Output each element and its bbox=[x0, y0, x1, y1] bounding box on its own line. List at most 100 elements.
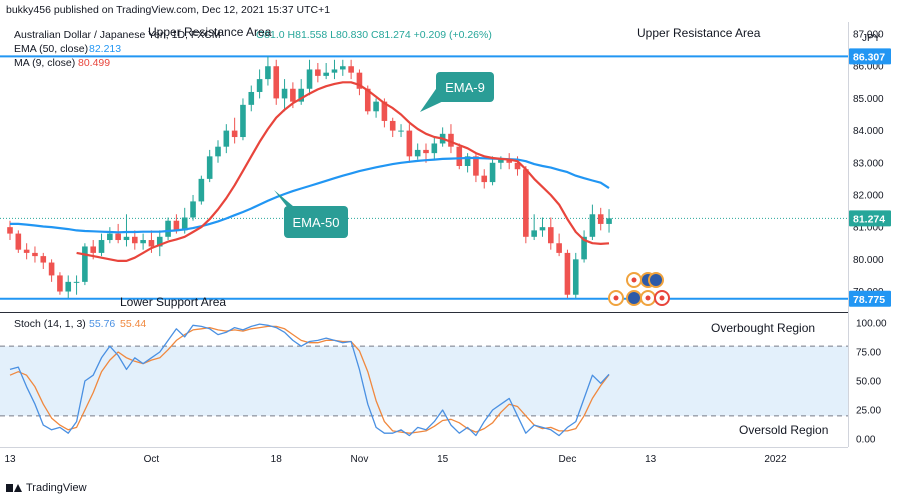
stoch-d-value: 55.44 bbox=[120, 318, 146, 330]
candle-body bbox=[572, 259, 579, 295]
candle-body bbox=[431, 143, 438, 154]
candle-body bbox=[98, 240, 105, 253]
candle-body bbox=[348, 66, 354, 73]
candle-body bbox=[398, 130, 404, 132]
candle-body bbox=[481, 175, 488, 183]
upper-resistance-label-left: Upper Resistance Area bbox=[148, 25, 272, 39]
price-tick-label: 84.000 bbox=[853, 126, 884, 137]
event-marker[interactable] bbox=[626, 290, 642, 306]
candle-body bbox=[57, 275, 63, 292]
price-tick-label: 85.000 bbox=[853, 94, 884, 105]
candle-body bbox=[107, 233, 113, 241]
candle-body bbox=[215, 146, 221, 157]
stoch-legend-label: Stoch (14, 1, 3) bbox=[14, 318, 86, 330]
candle-body bbox=[290, 88, 296, 102]
time-tick-label: 13 bbox=[4, 454, 16, 465]
candle-body bbox=[340, 66, 346, 70]
candle-body bbox=[564, 252, 571, 295]
time-tick-label: 13 bbox=[645, 454, 657, 465]
ema50-callout-box bbox=[284, 206, 348, 238]
symbol-title: Australian Dollar / Japanese Yen, 1D, FX… bbox=[14, 29, 221, 41]
candle-body bbox=[523, 169, 529, 237]
ema9-callout: EMA-9 bbox=[420, 72, 494, 112]
candle-body bbox=[514, 162, 521, 170]
candle-body bbox=[165, 220, 171, 237]
price-tick-label: 82.000 bbox=[853, 190, 884, 201]
event-marker[interactable] bbox=[631, 277, 637, 283]
level-badge-upper-bg bbox=[849, 48, 891, 65]
stoch-k-value: 55.76 bbox=[89, 318, 115, 330]
event-markers-bottom[interactable] bbox=[608, 290, 670, 306]
candle-body bbox=[581, 236, 587, 260]
footer-brand-text: TradingView bbox=[26, 482, 87, 494]
candle-body bbox=[414, 149, 421, 157]
candle-body bbox=[281, 88, 288, 99]
candle-body bbox=[589, 214, 596, 237]
upper-resistance-label-right: Upper Resistance Area bbox=[637, 26, 761, 40]
candle-body bbox=[73, 281, 80, 283]
candle-body bbox=[231, 130, 238, 138]
time-tick-label: Nov bbox=[351, 454, 369, 465]
candle-body bbox=[423, 149, 429, 154]
candle-body bbox=[248, 91, 255, 105]
ma9-line bbox=[76, 81, 610, 262]
candle-body bbox=[364, 88, 371, 112]
level-badge-upper-text: 86.307 bbox=[853, 51, 885, 63]
candle-body bbox=[356, 72, 363, 89]
candle-body bbox=[373, 101, 379, 112]
footer-brand[interactable]: TradingView bbox=[6, 478, 87, 498]
ohlc-readout: O81.0 H81.558 L80.830 C81.274 +0.209 (+0… bbox=[256, 29, 492, 41]
oversold-label: Oversold Region bbox=[739, 423, 828, 437]
candle-body bbox=[90, 246, 96, 253]
stoch-tick-label: 0.00 bbox=[856, 435, 876, 446]
candle-body bbox=[331, 69, 338, 73]
time-axis: 13 Oct 18 Nov 15 Dec 13 2022 bbox=[4, 454, 787, 465]
stoch-axis: 0.00 25.00 50.00 75.00 100.00 bbox=[856, 318, 887, 445]
candle-body bbox=[32, 252, 38, 257]
candle-body bbox=[190, 201, 196, 218]
candle-body bbox=[265, 66, 271, 80]
stoch-tick-label: 100.00 bbox=[856, 318, 887, 329]
candle-body bbox=[389, 120, 396, 131]
candle-body bbox=[82, 246, 88, 282]
last-price-badge-bg bbox=[849, 210, 891, 227]
candle-body bbox=[148, 240, 155, 247]
ema9-callout-box bbox=[436, 72, 494, 102]
event-marker[interactable] bbox=[659, 295, 665, 301]
tradingview-logo-icon bbox=[6, 482, 22, 494]
currency-label: JPY bbox=[862, 33, 881, 44]
candle-body bbox=[489, 162, 496, 183]
event-marker[interactable] bbox=[645, 295, 651, 301]
candle-body bbox=[539, 227, 546, 231]
time-tick-label: 18 bbox=[271, 454, 283, 465]
candle-body bbox=[381, 101, 388, 121]
candle-body bbox=[223, 130, 230, 147]
stoch-tick-label: 75.00 bbox=[856, 347, 881, 358]
event-markers-top[interactable] bbox=[626, 272, 664, 288]
candle-body bbox=[181, 217, 188, 231]
candle-body bbox=[606, 218, 612, 224]
candle-body bbox=[323, 72, 329, 76]
time-tick-label: 2022 bbox=[764, 454, 787, 465]
ema50-callout: EMA-50 bbox=[274, 190, 348, 238]
level-badge-lower-text: 78.775 bbox=[853, 294, 885, 306]
candle-body bbox=[132, 236, 138, 244]
candle-body bbox=[473, 156, 479, 176]
time-tick-label: Oct bbox=[144, 454, 160, 465]
candle-body bbox=[464, 156, 471, 166]
last-price-badge-text: 81.274 bbox=[853, 213, 885, 225]
ema-legend-value: 82.213 bbox=[89, 43, 121, 55]
price-axis: 79.00080.00081.00082.00083.00084.00085.0… bbox=[849, 30, 891, 307]
ma-legend-value: 80.499 bbox=[78, 57, 110, 69]
published-line: bukky456 published on TradingView.com, D… bbox=[6, 4, 330, 16]
candle-body bbox=[198, 178, 205, 202]
candle-body bbox=[556, 243, 562, 253]
level-badge-lower-bg bbox=[849, 290, 891, 307]
event-marker[interactable] bbox=[648, 272, 664, 288]
event-marker[interactable] bbox=[613, 295, 619, 301]
levels-layer bbox=[0, 55, 848, 300]
time-tick-label: Dec bbox=[559, 454, 577, 465]
candle-body bbox=[306, 69, 313, 89]
price-pane bbox=[0, 22, 848, 312]
